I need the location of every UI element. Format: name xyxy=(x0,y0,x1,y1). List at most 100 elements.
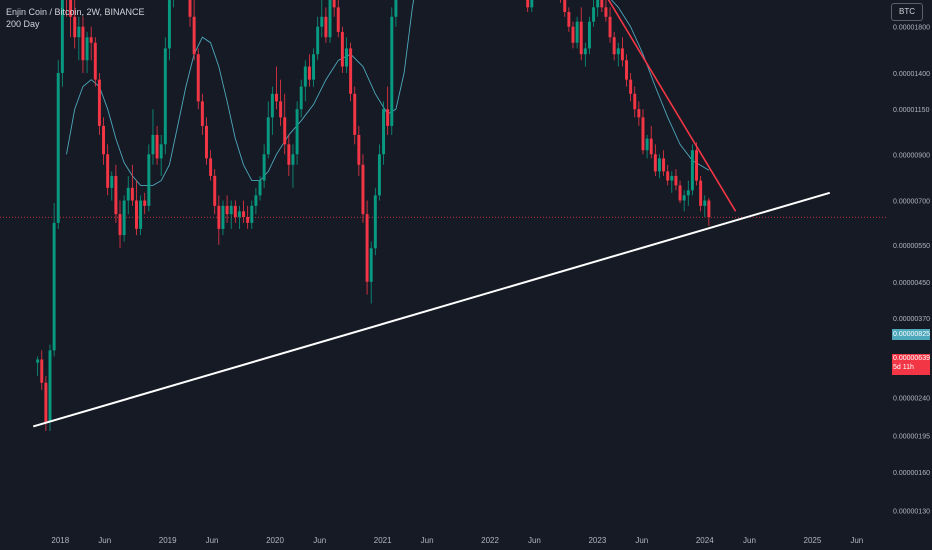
candle-body xyxy=(205,125,208,159)
candle xyxy=(200,93,204,135)
candle xyxy=(328,0,332,43)
candle-body xyxy=(295,109,299,155)
last-price-value: 0.00000639 xyxy=(893,355,930,362)
candle-body xyxy=(97,79,101,126)
candle-body xyxy=(328,0,332,38)
candle xyxy=(592,0,596,27)
candle-body xyxy=(40,359,44,383)
candle-body xyxy=(563,0,567,12)
candle-body xyxy=(279,101,283,118)
candle-body xyxy=(320,16,324,27)
candle-body xyxy=(575,21,579,43)
x-axis[interactable]: 2018 Jun 2019 Jun 2020 Jun 2021 Jun 2022 Jun 2023 J… xyxy=(51,536,863,545)
candle-body xyxy=(60,0,64,73)
candle xyxy=(312,48,316,87)
candle xyxy=(670,171,674,193)
candle-body xyxy=(670,175,674,181)
candle xyxy=(303,60,307,102)
candle-body xyxy=(287,144,291,165)
indicator-label[interactable]: 200 Day xyxy=(6,19,40,29)
candle xyxy=(608,7,612,43)
candle-body xyxy=(303,66,307,87)
candle xyxy=(52,203,56,357)
candle-body xyxy=(134,200,138,229)
x-tick-label: Jun xyxy=(528,536,541,545)
candle xyxy=(653,144,657,176)
candle-body xyxy=(233,205,237,217)
candle-body xyxy=(213,175,217,206)
candle xyxy=(526,0,530,12)
y-axis[interactable]: 0.00000130 0.00000160 0.00000195 0.00000240… xyxy=(893,0,930,516)
candle-body xyxy=(73,16,77,38)
symbol-title[interactable]: Enjin Coin / Bitcoin, 2W, BINANCE xyxy=(6,7,145,17)
candle-body xyxy=(209,158,213,176)
channel-lower-line[interactable] xyxy=(32,191,831,428)
candle xyxy=(233,200,237,223)
candle xyxy=(695,142,698,186)
currency-selector[interactable]: BTC xyxy=(891,3,923,21)
candle-body xyxy=(567,12,571,27)
candle-body xyxy=(530,0,534,8)
candle-body xyxy=(707,200,711,218)
candle xyxy=(188,0,192,27)
candle xyxy=(295,101,299,165)
candle xyxy=(250,200,254,229)
candle xyxy=(703,195,707,217)
last-price-tag: 0.00000639 5d 11h xyxy=(892,354,930,375)
candle-body xyxy=(571,26,575,43)
candle-body xyxy=(242,211,246,217)
candle xyxy=(390,7,394,135)
candle xyxy=(122,195,126,242)
candle xyxy=(246,205,250,229)
candle xyxy=(85,31,89,73)
candle-body xyxy=(579,21,583,55)
candle-body xyxy=(653,154,657,172)
candle xyxy=(633,86,637,118)
candle xyxy=(151,109,155,165)
chart-legend: Enjin Coin / Bitcoin, 2W, BINANCE 200 Da… xyxy=(6,6,145,30)
resistance-line[interactable] xyxy=(476,0,737,212)
candle xyxy=(587,16,591,55)
candle xyxy=(596,0,600,17)
candle xyxy=(134,180,138,236)
candle-body xyxy=(612,37,616,55)
candle-body xyxy=(332,0,336,8)
candle xyxy=(707,197,711,226)
x-tick-label: 2023 xyxy=(588,536,606,545)
candle-body xyxy=(382,109,386,155)
candle-body xyxy=(93,42,97,80)
candle-body xyxy=(699,180,703,206)
candle-body xyxy=(69,0,73,17)
candle-body xyxy=(217,205,221,229)
candle-body xyxy=(225,205,229,215)
candle-body xyxy=(44,382,48,423)
x-tick-label: Jun xyxy=(313,536,326,545)
candle xyxy=(283,93,287,155)
candle-body xyxy=(237,211,241,217)
y-tick-label: 0.00000370 xyxy=(893,316,930,323)
candle xyxy=(299,79,303,118)
candle xyxy=(649,125,653,159)
candle-body xyxy=(106,154,110,188)
candle xyxy=(254,187,258,215)
candle xyxy=(262,144,266,188)
candle xyxy=(130,164,134,206)
candle xyxy=(102,117,106,165)
candle-body xyxy=(299,86,303,110)
candle xyxy=(147,144,151,212)
candle xyxy=(155,125,159,165)
candle-body xyxy=(192,16,196,55)
candle xyxy=(657,154,661,179)
candle xyxy=(77,16,81,61)
candle-body xyxy=(620,48,624,61)
candle xyxy=(270,86,274,135)
candle xyxy=(686,180,690,206)
candle-body xyxy=(122,200,126,236)
candle-body xyxy=(85,37,89,61)
candle-body xyxy=(526,0,530,8)
candle xyxy=(209,150,213,181)
candle xyxy=(106,144,110,196)
candle-body xyxy=(629,79,633,94)
candle xyxy=(69,0,73,38)
